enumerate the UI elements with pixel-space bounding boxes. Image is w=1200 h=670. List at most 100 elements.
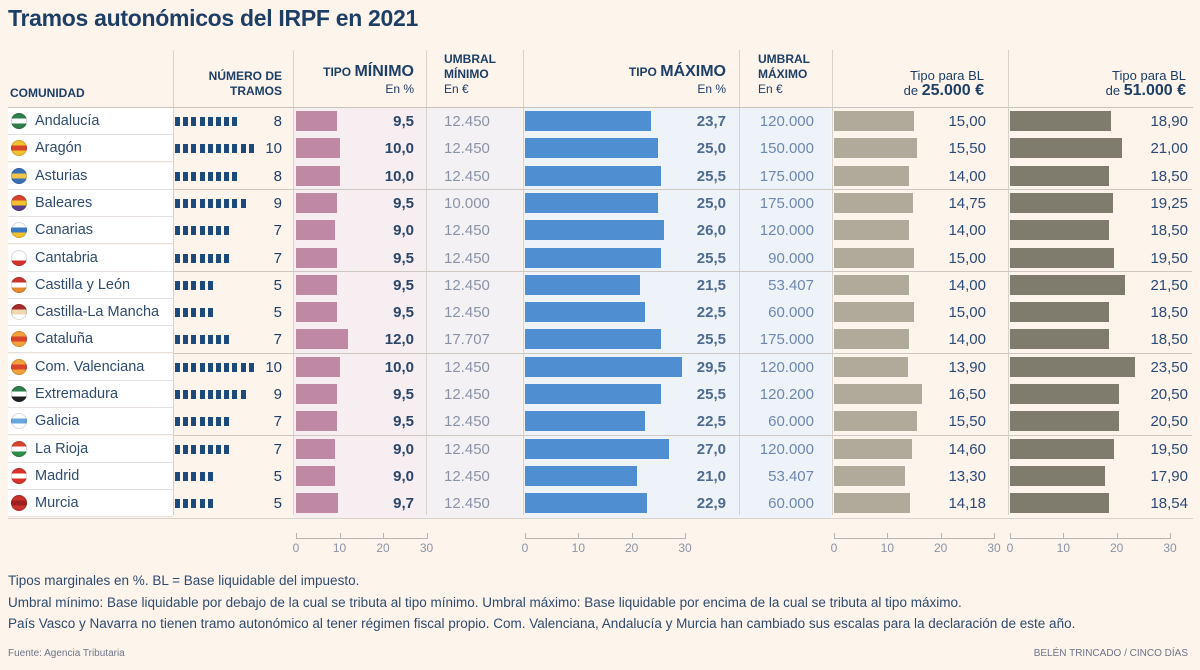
tramo-square: [183, 171, 189, 181]
tipo-max-value: 22,9: [696, 495, 726, 513]
list-item: Castilla-La Mancha: [8, 299, 173, 327]
tramo-square: [224, 253, 230, 263]
comunidad-name: Galicia: [35, 413, 80, 430]
tipo-max-bar: [525, 192, 659, 213]
axis-tick-label: 0: [830, 541, 838, 555]
cataluna-flag-icon: [11, 331, 27, 348]
bl25-bar: [834, 411, 917, 432]
header-tipo-max: TIPO MÁXIMO En %: [628, 63, 726, 97]
bl25-value: 14,60: [948, 440, 986, 458]
tramo-square: [240, 390, 246, 399]
comunidad-name: La Rioja: [35, 440, 89, 457]
tramo-square: [199, 253, 205, 263]
note-2: Umbral mínimo: Base liquidable por debaj…: [8, 595, 962, 610]
tipo-max-value: 26,0: [696, 222, 726, 240]
umbral-max-value: 150.000: [759, 140, 814, 158]
bl25-value: 15,50: [948, 140, 986, 158]
list-item: Cantabria: [8, 244, 173, 272]
bl25-value: 14,00: [948, 331, 986, 349]
tipo-min-axis-line: [296, 538, 427, 539]
bl51-bar: [1010, 438, 1114, 459]
tramo-square: [175, 390, 180, 399]
axis-tick: [1010, 533, 1011, 539]
umbral-min-value: 12.450: [444, 304, 490, 322]
tipo-max-value: 25,0: [696, 140, 726, 158]
tipo-min-value: 10,0: [384, 140, 414, 158]
tramo-square: [199, 198, 205, 208]
tramo-square: [199, 144, 205, 154]
credit: BELÉN TRINCADO / CINCO DÍAS: [1033, 648, 1188, 659]
divider: [739, 50, 740, 515]
bl25-bar: [834, 356, 909, 377]
comunidad-name: Murcia: [35, 495, 79, 512]
bl25-value: 13,90: [948, 358, 986, 376]
bl25-bar: [834, 274, 909, 295]
umbral-min-value: 12.450: [444, 113, 490, 130]
bl51-bar: [1010, 247, 1114, 268]
tramo-square: [191, 253, 197, 263]
tramo-square: [224, 335, 230, 345]
list-item: Castilla y León: [8, 271, 173, 299]
bl25-bar: [834, 247, 914, 268]
tipo-max-value: 25,5: [696, 249, 726, 267]
bl25-value: 14,18: [948, 495, 986, 513]
tipo-min-value: 10,0: [384, 167, 414, 185]
bl51-bar: [1010, 302, 1109, 323]
tramo-square: [224, 444, 230, 454]
comunidad-name: Baleares: [35, 194, 93, 211]
tipo-max-value: 25,5: [696, 331, 726, 349]
list-item: Canarias: [8, 217, 173, 245]
tramo-square: [191, 280, 197, 290]
umbral-min-value: 12.450: [444, 140, 490, 158]
tipo-max-value: 25,5: [696, 386, 726, 403]
tramo-square: [199, 308, 205, 318]
note-1: Tipos marginales en %. BL = Base liquida…: [8, 573, 360, 588]
bl51-value: 18,50: [1150, 222, 1188, 240]
extremadura-flag-icon: [11, 386, 27, 402]
tipo-max-bar: [525, 247, 661, 268]
umbral-max-value: 120.000: [759, 222, 814, 240]
bl51-bar: [1010, 220, 1109, 241]
tramo-square: [191, 471, 197, 481]
tramo-square: [183, 471, 189, 481]
tramo-square: [183, 417, 189, 427]
tramo-square: [175, 417, 180, 427]
group-separator: [174, 434, 1192, 436]
bl51-bar: [1010, 465, 1106, 486]
tramos-value: 9: [273, 386, 282, 403]
tramo-square: [216, 253, 221, 263]
axis-tick: [887, 533, 889, 539]
bl51-value: 18,50: [1150, 304, 1188, 322]
tramo-square: [191, 308, 197, 318]
bl25-bar: [834, 220, 909, 241]
tipo-max-value: 21,0: [696, 467, 726, 485]
tipo-min-bar: [296, 220, 336, 241]
bl25-bar: [834, 302, 914, 323]
tramo-square: [199, 444, 205, 454]
bl51-value: 20,50: [1150, 386, 1188, 403]
divider: [293, 50, 294, 515]
tramo-square: [191, 171, 197, 181]
bl25-bar: [834, 192, 913, 213]
bl51-value: 21,50: [1150, 276, 1188, 294]
bl25-value: 14,75: [948, 194, 986, 212]
bl25-bar: [834, 329, 909, 350]
umbral-min-value: 12.450: [444, 222, 490, 240]
list-item: Baleares: [8, 189, 173, 217]
tipo-min-value: 9,5: [393, 276, 414, 294]
tipo-max-bar: [525, 329, 661, 350]
tramo-square: [183, 362, 189, 372]
bl51-bar: [1010, 192, 1113, 213]
axis-tick-label: 30: [987, 541, 1001, 555]
bl51-bar: [1010, 493, 1109, 514]
tramo-square: [207, 198, 213, 208]
tipo-min-bar: [296, 411, 338, 432]
tipo-max-value: 22,5: [696, 304, 726, 322]
axis-tick: [339, 533, 341, 539]
tramo-square: [175, 253, 180, 263]
tipo-max-bar: [525, 438, 669, 459]
axis-tick: [685, 533, 686, 539]
header-rule: [8, 107, 1193, 108]
murcia-flag-icon: [11, 495, 27, 512]
tramo-square: [224, 198, 230, 208]
